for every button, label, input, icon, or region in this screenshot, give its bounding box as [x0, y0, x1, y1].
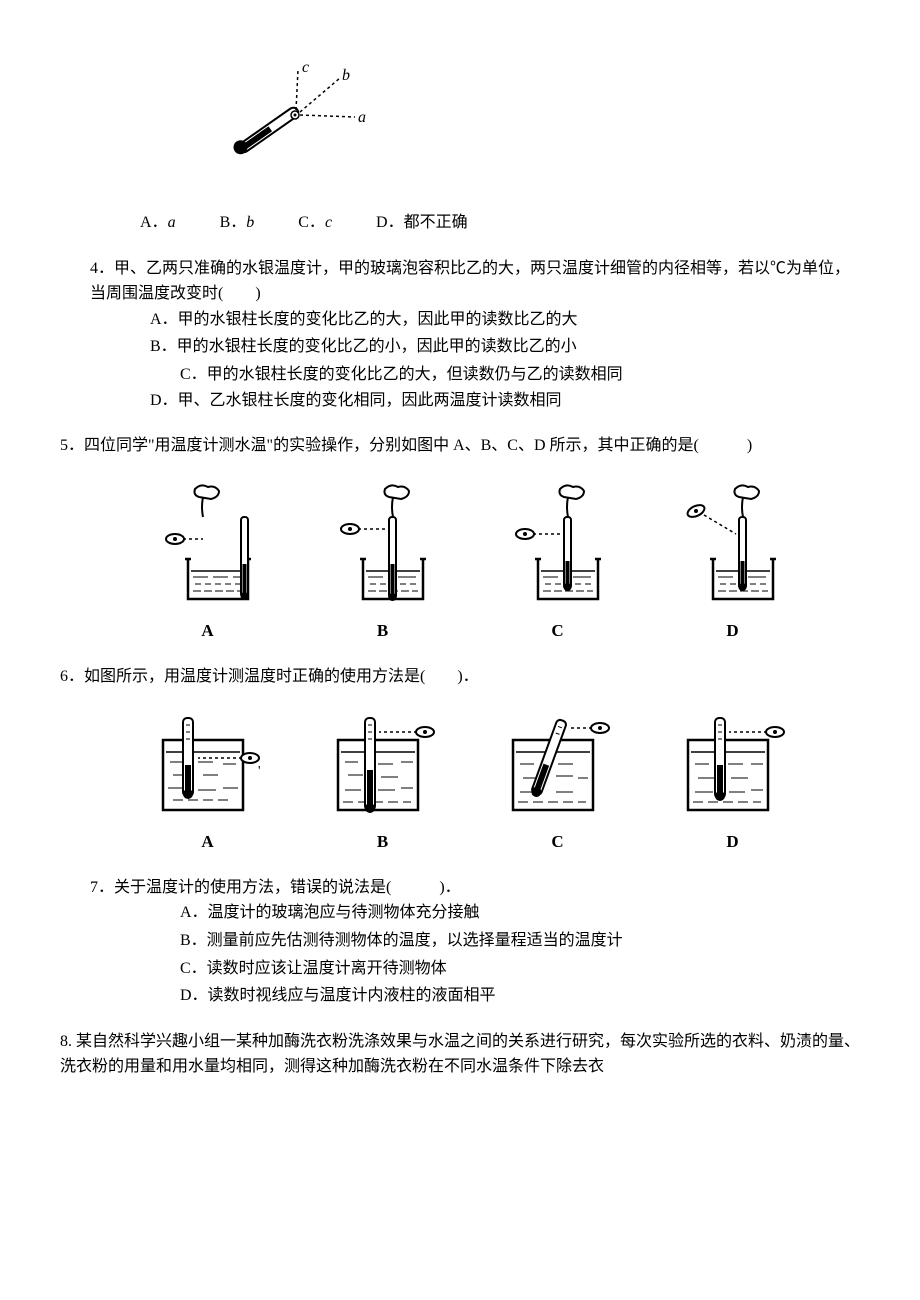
q5-label-a: A	[120, 617, 295, 644]
q3-option-b: B．b	[220, 210, 255, 236]
q4-option-c: C．甲的水银柱长度的变化比乙的大，但读数仍与乙的读数相同	[60, 362, 860, 388]
q3-option-d: D．都不正确	[376, 210, 468, 236]
svg-text:': '	[258, 764, 261, 779]
question-6: 6．如图所示，用温度计测温度时正确的使用方法是( )．	[60, 664, 860, 855]
q6-diagram-c: C	[470, 710, 645, 855]
q7-option-c: C．读数时应该让温度计离开待测物体	[180, 956, 860, 982]
q4-option-d: D．甲、乙水银柱长度的变化相同，因此两温度计读数相同	[150, 388, 860, 414]
q4-option-b: B．甲的水银柱长度的变化比乙的小，因此甲的读数比乙的小	[150, 334, 860, 360]
q4-text: 4．甲、乙两只准确的水银温度计，甲的玻璃泡容积比乙的大，两只温度计细管的内径相等…	[60, 256, 860, 307]
q8-text: 8. 某自然科学兴趣小组一某种加酶洗衣粉洗涤效果与水温之间的关系进行研究，每次实…	[60, 1029, 860, 1080]
q6-diagram-d: D	[645, 710, 820, 855]
q3-options-row: A．a B．b C．c D．都不正确	[60, 210, 860, 236]
q5-text: 5．四位同学"用温度计测水温"的实验操作，分别如图中 A、B、C、D 所示，其中…	[60, 433, 860, 459]
svg-text:b: b	[342, 67, 350, 84]
q6-label-c: C	[470, 828, 645, 855]
q5-diagrams: A B	[120, 479, 820, 644]
tank-thermometer-c-icon	[498, 710, 618, 820]
thermometer-angles-icon: c b a	[220, 60, 380, 180]
beaker-thermometer-c-icon	[503, 479, 613, 609]
q7-option-a: A．温度计的玻璃泡应与待测物体充分接触	[180, 900, 860, 926]
q6-text: 6．如图所示，用温度计测温度时正确的使用方法是( )．	[60, 664, 860, 690]
q7-text: 7．关于温度计的使用方法，错误的说法是( )．	[60, 875, 860, 901]
q5-diagram-b: B	[295, 479, 470, 644]
beaker-thermometer-d-icon	[678, 479, 788, 609]
q3-option-c: C．c	[298, 210, 332, 236]
q5-diagram-c: C	[470, 479, 645, 644]
q4-option-a: A．甲的水银柱长度的变化比乙的大，因此甲的读数比乙的大	[150, 307, 860, 333]
question-7: 7．关于温度计的使用方法，错误的说法是( )． A．温度计的玻璃泡应与待测物体充…	[60, 875, 860, 1009]
q6-label-d: D	[645, 828, 820, 855]
q6-diagram-a: ' A	[120, 710, 295, 855]
q6-diagram-b: B	[295, 710, 470, 855]
q5-label-c: C	[470, 617, 645, 644]
beaker-thermometer-b-icon	[328, 479, 438, 609]
question-8: 8. 某自然科学兴趣小组一某种加酶洗衣粉洗涤效果与水温之间的关系进行研究，每次实…	[60, 1029, 860, 1080]
q5-diagram-d: D	[645, 479, 820, 644]
question-4: 4．甲、乙两只准确的水银温度计，甲的玻璃泡容积比乙的大，两只温度计细管的内径相等…	[60, 256, 860, 414]
q5-label-b: B	[295, 617, 470, 644]
q7-option-b: B．测量前应先估测待测物体的温度，以选择量程适当的温度计	[180, 928, 860, 954]
q6-label-b: B	[295, 828, 470, 855]
svg-text:a: a	[358, 109, 366, 126]
question-5: 5．四位同学"用温度计测水温"的实验操作，分别如图中 A、B、C、D 所示，其中…	[60, 433, 860, 644]
svg-text:c: c	[302, 60, 309, 76]
q6-label-a: A	[120, 828, 295, 855]
q5-diagram-a: A	[120, 479, 295, 644]
q3-figure: c b a	[200, 60, 400, 180]
tank-thermometer-d-icon	[673, 710, 793, 820]
q6-diagrams: ' A	[120, 710, 820, 855]
beaker-thermometer-a-icon	[153, 479, 263, 609]
q5-label-d: D	[645, 617, 820, 644]
tank-thermometer-b-icon	[323, 710, 443, 820]
tank-thermometer-a-icon: '	[148, 710, 268, 820]
q3-option-a: A．a	[140, 210, 176, 236]
q7-option-d: D．读数时视线应与温度计内液柱的液面相平	[180, 983, 860, 1009]
